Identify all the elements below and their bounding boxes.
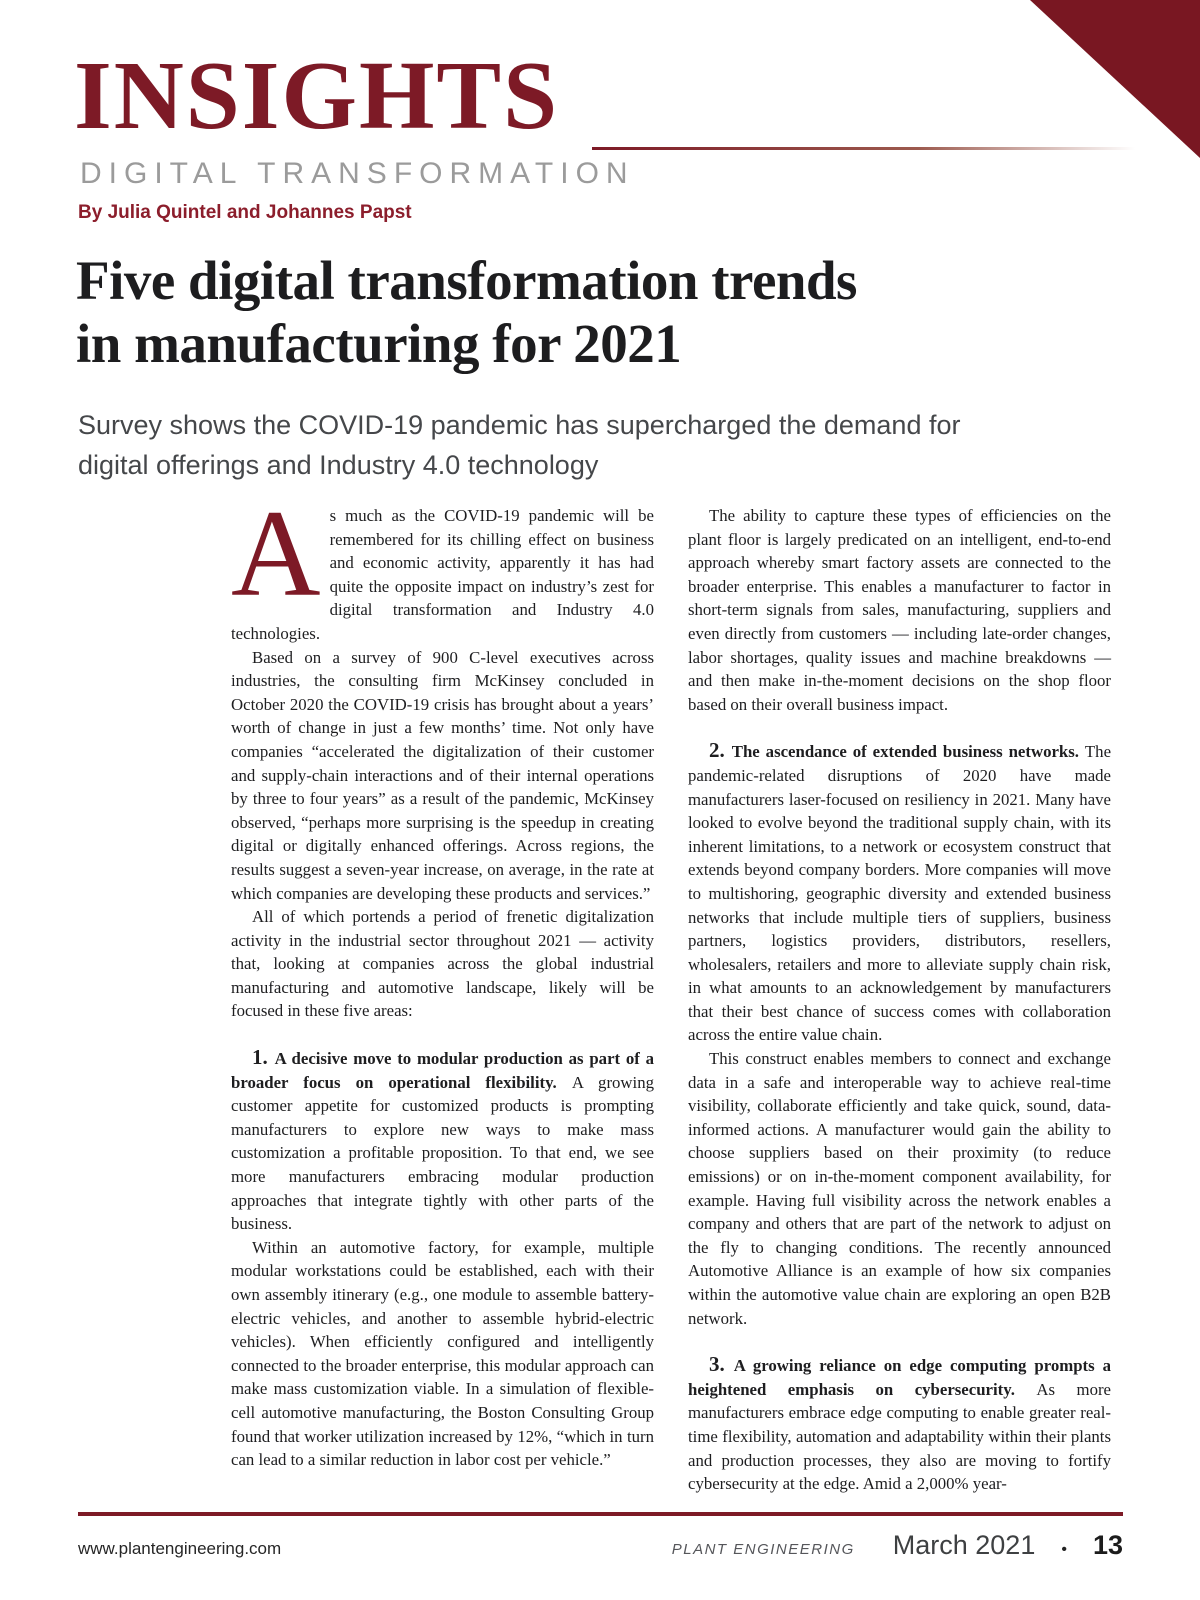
section-paragraph: 3. A growing reliance on edge computing … (688, 1352, 1112, 1494)
standfirst-line-1: Survey shows the COVID-19 pandemic has s… (78, 410, 961, 440)
article-byline: By Julia Quintel and Johannes Papst (78, 202, 412, 223)
standfirst-line-2: digital offerings and Industry 4.0 techn… (78, 450, 599, 480)
footer-website-link[interactable]: www.plantengineering.com (78, 1539, 282, 1558)
paragraph: The ability to capture these types of ef… (688, 506, 1111, 714)
body-column-right: The ability to capture these types of ef… (688, 504, 1111, 1496)
section-kicker: DIGITAL TRANSFORMATION (80, 157, 635, 190)
section-lead: A decisive move to modular production as… (231, 1049, 654, 1092)
paragraph: Within an automotive factory, for exampl… (231, 1237, 654, 1470)
section-lead: A growing reliance on edge computing pro… (688, 1356, 1111, 1399)
masthead-brand: INSIGHTS (74, 42, 560, 149)
paragraph: This construct enables members to connec… (688, 1049, 1111, 1328)
masthead-rule (592, 147, 1135, 150)
section-number: 1. (252, 1045, 275, 1070)
paragraph: Based on a survey of 900 C-level executi… (231, 647, 654, 903)
footer-bullet-separator: • (1061, 1541, 1067, 1558)
footer-rule (78, 1512, 1123, 1516)
corner-triangle-decoration (1030, 0, 1200, 158)
section-lead: The ascendance of extended business netw… (731, 742, 1085, 762)
drop-cap-letter: A (231, 485, 321, 622)
article-standfirst: Survey shows the COVID-19 pandemic has s… (78, 405, 1058, 485)
article-title: Five digital transformation trends in ma… (76, 249, 1106, 375)
section-number: 2. (709, 738, 732, 763)
article-title-line-2: in manufacturing for 2021 (76, 313, 682, 374)
footer-right-group: PLANT ENGINEERING March 2021 • 13 (672, 1530, 1123, 1561)
footer-publication-name: PLANT ENGINEERING (671, 1541, 855, 1558)
paragraph: All of which portends a period of frenet… (231, 907, 654, 1021)
section-number: 3. (709, 1352, 734, 1377)
article-title-line-1: Five digital transformation trends (76, 250, 857, 311)
footer-page-number: 13 (1092, 1530, 1123, 1560)
section-paragraph: 1. A decisive move to modular production… (231, 1045, 654, 1234)
page-footer: www.plantengineering.com PLANT ENGINEERI… (78, 1530, 1123, 1561)
section-paragraph: 2. The ascendance of extended business n… (688, 738, 1112, 1045)
footer-issue-date: March 2021 (892, 1530, 1036, 1560)
